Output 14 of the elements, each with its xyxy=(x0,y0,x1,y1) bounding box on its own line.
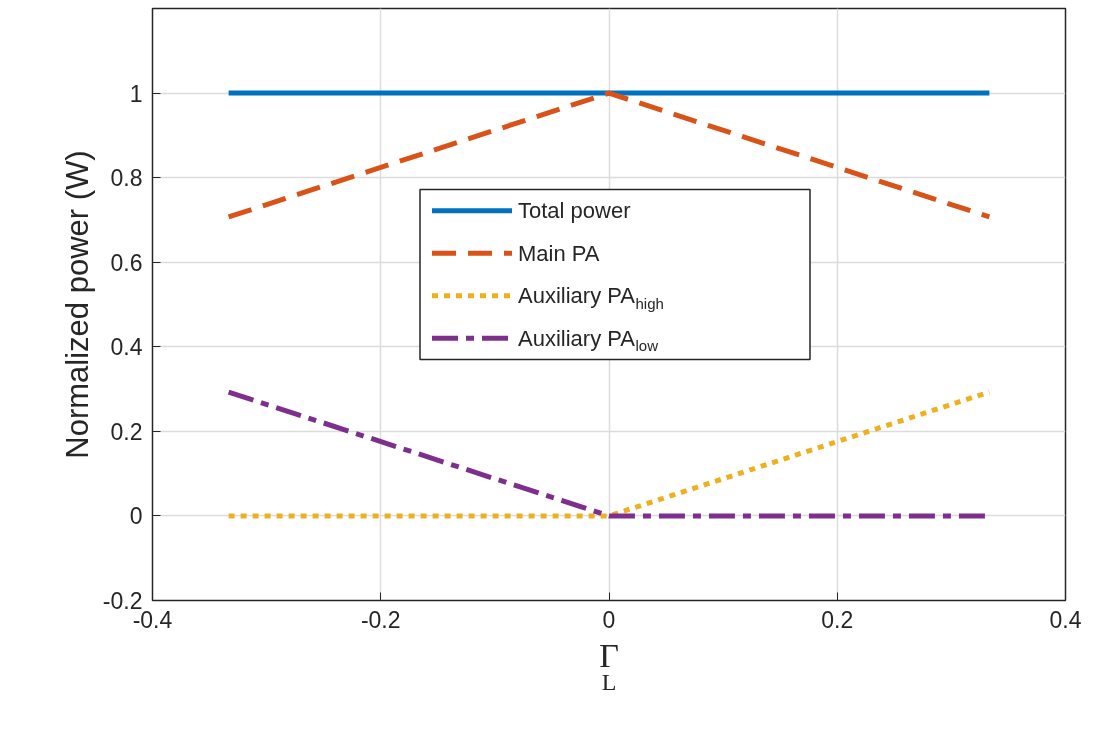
y-tick-label: 0.4 xyxy=(110,334,143,361)
x-tick-label: 0.4 xyxy=(1049,606,1082,633)
y-tick-label: 0 xyxy=(129,503,143,530)
y-tick-label: 0.2 xyxy=(110,418,143,445)
x-tick-label: 0.2 xyxy=(821,606,854,633)
x-tick-label: -0.2 xyxy=(360,606,401,633)
y-tick-label: 1 xyxy=(129,80,143,107)
legend-label: Main PA xyxy=(518,240,600,266)
legend-label: Total power xyxy=(518,198,631,224)
x-axis-title: ΓL xyxy=(599,636,619,695)
y-axis-title: Normalized power (W) xyxy=(59,150,95,459)
y-tick-label: 0.8 xyxy=(110,165,143,192)
x-tick-label: 0 xyxy=(602,606,616,633)
y-tick-label: 0.6 xyxy=(110,249,143,276)
